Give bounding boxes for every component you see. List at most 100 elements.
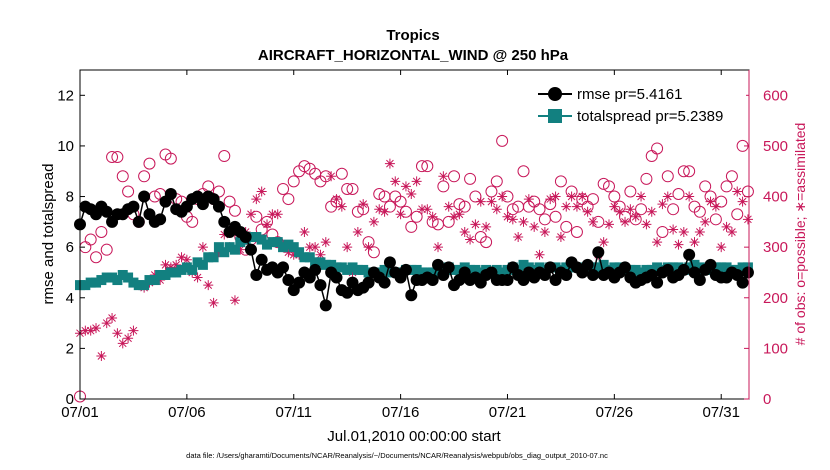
obs-possible-point <box>549 210 562 223</box>
obs-possible-point <box>90 251 103 264</box>
rmse-point <box>432 258 445 271</box>
obs-assimilated-point <box>497 191 508 202</box>
rmse-point <box>426 274 439 287</box>
rmse-point <box>501 274 514 287</box>
obs-assimilated-point <box>181 254 192 265</box>
totalspread-point <box>176 264 187 275</box>
obs-assimilated-point <box>550 191 561 202</box>
obs-assimilated-point <box>411 176 422 187</box>
obs-assimilated-point <box>534 249 545 260</box>
x-tick-label: 07/01 <box>61 404 99 421</box>
obs-assimilated-point <box>406 189 417 200</box>
obs-assimilated-point <box>299 226 310 237</box>
obs-assimilated-point <box>288 249 299 260</box>
obs-possible-point <box>469 190 482 203</box>
obs-assimilated-point <box>80 325 91 336</box>
totalspread-point <box>347 262 358 273</box>
obs-possible-point <box>100 243 113 256</box>
rmse-point <box>309 263 322 276</box>
obs-assimilated-point <box>529 221 540 232</box>
obs-possible-point <box>603 180 616 193</box>
rmse-point <box>592 246 605 259</box>
totalspread-point <box>139 280 150 291</box>
obs-possible-point <box>421 160 434 173</box>
totalspread-point <box>117 269 128 280</box>
obs-assimilated-point <box>245 209 256 220</box>
obs-possible-point <box>116 170 129 183</box>
y2-tick-label: 500 <box>763 138 788 155</box>
totalspread-point <box>91 277 102 288</box>
obs-assimilated-point <box>539 226 550 237</box>
obs-possible-point <box>517 165 530 178</box>
obs-assimilated-point <box>433 242 444 253</box>
x-tick-label: 07/16 <box>382 404 420 421</box>
obs-assimilated-point <box>101 318 112 329</box>
y-axis-left: 0 2 4 6 8 10 12 <box>57 87 85 408</box>
obs-possible-point <box>656 225 669 238</box>
totalspread-point <box>358 264 369 275</box>
totalspread-point <box>262 239 273 250</box>
obs-assimilated-point <box>582 206 593 217</box>
obs-possible-point <box>106 151 119 164</box>
obs-assimilated-point <box>689 237 700 248</box>
obs-assimilated-point <box>475 196 486 207</box>
obs-possible-point <box>683 165 696 178</box>
obs-possible-point <box>164 152 177 165</box>
totalspread-point <box>497 267 508 278</box>
totalspread-point <box>304 252 315 263</box>
obs-possible-point <box>448 170 461 183</box>
totalspread-point <box>331 262 342 273</box>
obs-assimilated-point <box>176 252 187 263</box>
rmse-layer <box>74 188 754 312</box>
obs-possible-point <box>725 170 738 183</box>
obs-assimilated-point <box>577 191 588 202</box>
obs-assimilated-point <box>395 209 406 220</box>
totalspread-point <box>278 242 289 253</box>
x-tick-label: 07/11 <box>276 404 312 421</box>
obs-assimilated-point <box>684 191 695 202</box>
obs-possible-point <box>651 142 664 155</box>
y-tick-label: 6 <box>66 239 74 256</box>
obs-possible-point <box>693 205 706 218</box>
obs-possible-point <box>442 215 455 228</box>
obs-assimilated-point <box>272 209 283 220</box>
obs-possible-point <box>496 134 509 147</box>
obs-assimilated-point <box>571 201 582 212</box>
obs-assimilated-point <box>502 211 513 222</box>
obs-assimilated-point <box>438 171 449 182</box>
obs-assimilated-point <box>336 201 347 212</box>
totalspread-point <box>112 275 123 286</box>
obs-assimilated-point <box>726 226 737 237</box>
obs-assimilated-point <box>107 313 118 324</box>
totalspread-point <box>229 244 240 255</box>
totalspread-point <box>299 252 310 263</box>
rmse-point <box>581 258 594 271</box>
totalspread-point <box>165 267 176 278</box>
obs-assimilated-point <box>149 269 160 280</box>
legend: rmse pr=5.4161 totalspread pr=5.2389 <box>530 78 746 128</box>
totalspread-point <box>315 257 326 268</box>
obs-possible-point <box>218 150 231 163</box>
totalspread-point <box>379 264 390 275</box>
y2-tick-label: 0 <box>763 391 771 408</box>
rmse-point <box>244 243 257 256</box>
obs-assimilated-point <box>326 171 337 182</box>
obs-possible-point <box>335 167 348 180</box>
y-tick-label: 4 <box>66 290 74 307</box>
obs-assimilated-point <box>235 244 246 255</box>
rmse-point <box>277 261 290 274</box>
obs-assimilated-point <box>347 267 358 278</box>
totalspread-point <box>310 257 321 268</box>
obs-possible-point <box>228 204 241 217</box>
totalspread-point <box>208 252 219 263</box>
rmse-point <box>544 261 557 274</box>
rmse-point <box>586 268 599 281</box>
rmse-point <box>239 231 252 244</box>
obs-assimilated-point <box>251 194 262 205</box>
totalspread-point <box>342 264 353 275</box>
rmse-point <box>378 276 391 289</box>
rmse-point <box>736 276 749 289</box>
totalspread-point <box>411 264 422 275</box>
obs-possible-point <box>111 151 124 164</box>
totalspread-point <box>128 277 139 288</box>
